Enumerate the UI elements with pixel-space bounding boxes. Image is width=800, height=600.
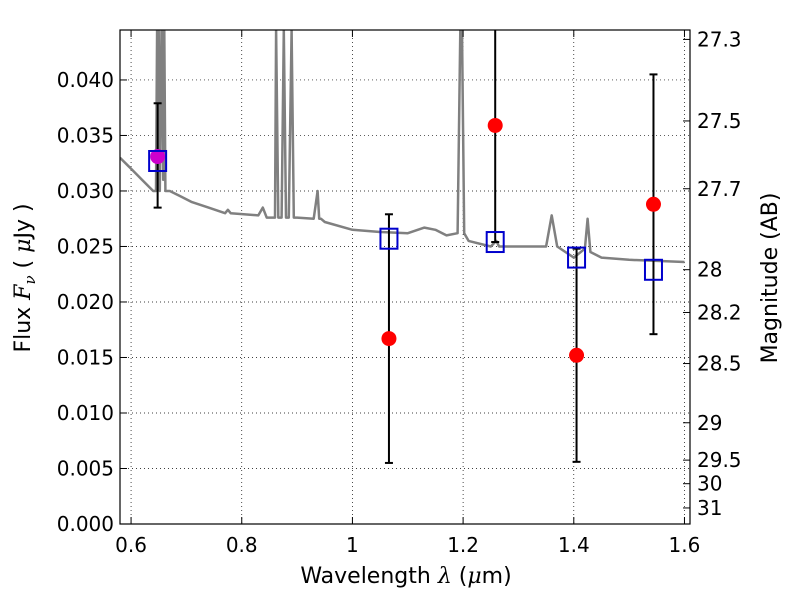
x-axis-label-mu: μ xyxy=(467,564,481,589)
mag-tick-label: 27.7 xyxy=(697,177,742,201)
x-axis-label: Wavelength λ (μm) xyxy=(300,564,511,589)
x-tick-label: 1.4 xyxy=(558,533,590,557)
x-tick-label: 0.6 xyxy=(115,533,147,557)
x-axis-label-open: ( xyxy=(452,564,468,589)
model-photometry-square xyxy=(485,231,505,254)
observed-point xyxy=(569,347,585,363)
y-tick-label: 0.010 xyxy=(57,401,114,425)
mag-tick-label: 31 xyxy=(697,496,722,520)
mag-tick-label: 28.5 xyxy=(697,352,742,376)
x-tick-label: 1 xyxy=(346,533,359,557)
model-photometry-square xyxy=(148,149,168,172)
observed-point xyxy=(381,331,397,347)
x-axis-label-prefix: Wavelength xyxy=(300,564,438,589)
model-photometry-square xyxy=(379,227,399,250)
model-photometry-square xyxy=(643,258,663,281)
y-tick-label: 0.000 xyxy=(57,512,114,536)
x-axis-label-close: m) xyxy=(482,564,512,589)
observed-point xyxy=(645,196,661,212)
y-tick-label: 0.035 xyxy=(57,123,114,147)
model-spectrum xyxy=(120,30,685,264)
mag-tick-label: 30 xyxy=(697,472,722,496)
mag-tick-label: 29.5 xyxy=(697,448,742,472)
y-axis-label-prefix: Flux xyxy=(11,300,36,353)
y-tick-label: 0.025 xyxy=(57,234,114,258)
x-tick-label: 1.6 xyxy=(669,533,701,557)
observed-point xyxy=(487,117,503,133)
y-axis-label-mu: μ xyxy=(11,239,36,253)
axis-ticks: 0.6 0.8 1 1.2 1.4 1.6 0.000 0.005 0.010 0.015 0.02… xyxy=(57,27,742,557)
plot-frame xyxy=(119,29,691,525)
y-tick-label: 0.015 xyxy=(57,345,114,369)
grid-lines xyxy=(120,30,690,525)
secondary-y-axis-label: Magnitude (AB) xyxy=(758,193,783,364)
x-axis-label-symbol: λ xyxy=(437,564,452,589)
mag-tick-label: 28.2 xyxy=(697,300,742,324)
model-spectrum-line xyxy=(120,30,685,264)
mag-tick-label: 27.5 xyxy=(697,109,742,133)
mag-tick-label: 27.3 xyxy=(697,27,742,51)
y-axis-label-symbol: F xyxy=(11,284,36,301)
observed-points xyxy=(150,117,661,363)
y-tick-label: 0.040 xyxy=(57,68,114,92)
y-axis-label-subscript: ν xyxy=(21,275,39,284)
observed-point xyxy=(150,149,166,165)
y-tick-label: 0.030 xyxy=(57,179,114,203)
y-axis-label-open: ( xyxy=(11,253,36,276)
model-photometry-square xyxy=(567,246,587,269)
x-tick-label: 1.2 xyxy=(447,533,479,557)
error-bars xyxy=(153,30,658,464)
y-axis-label: Flux Fν ( μJy ) xyxy=(11,203,39,352)
y-tick-label: 0.005 xyxy=(57,456,114,480)
y-axis-label-close: Jy ) xyxy=(11,203,36,240)
mag-tick-label: 28 xyxy=(697,258,722,282)
mag-tick-label: 29 xyxy=(697,411,722,435)
x-tick-label: 0.8 xyxy=(226,533,258,557)
y-tick-label: 0.020 xyxy=(57,290,114,314)
model-photometry-squares xyxy=(148,149,663,281)
